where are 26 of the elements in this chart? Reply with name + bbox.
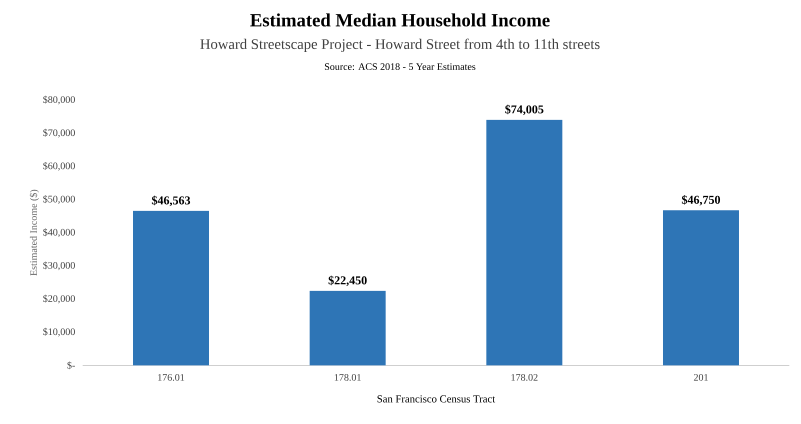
data-label: $46,750	[682, 195, 720, 206]
y-tick-label: $50,000	[43, 195, 75, 204]
y-tick-label: $80,000	[43, 96, 75, 104]
x-tick-label: 178.02	[511, 374, 538, 381]
y-tick-label: $40,000	[43, 228, 75, 238]
bar	[133, 210, 209, 366]
bar	[662, 210, 739, 366]
chart-title: Estimated Median Household Income	[250, 13, 550, 27]
y-tick-label: $20,000	[43, 294, 75, 304]
y-axis-title: Estimated Income ($)	[30, 190, 39, 276]
bar	[310, 290, 386, 366]
y-tick-label: $-	[67, 361, 75, 370]
x-tick-label: 176.01	[158, 374, 184, 381]
y-tick-label: $60,000	[43, 162, 75, 171]
y-tick-label: $70,000	[43, 128, 75, 138]
data-label: $74,005	[505, 104, 544, 116]
x-axis-title: San Francisco Census Tract	[378, 395, 496, 402]
x-tick-label: 201	[694, 374, 708, 381]
y-tick-label: $10,000	[43, 328, 75, 337]
x-tick-label: 178.01	[334, 374, 361, 381]
source-note: Source: ACS 2018 - 5 Year Estimates	[324, 63, 476, 70]
y-tick-label: $30,000	[43, 261, 75, 270]
chart-subtitle: Howard Streetscape Project - Howard Street from 4th to 11th streets	[200, 38, 600, 52]
bar	[486, 120, 562, 366]
data-label: $22,450	[328, 276, 367, 286]
data-label: $46,563	[152, 196, 190, 206]
